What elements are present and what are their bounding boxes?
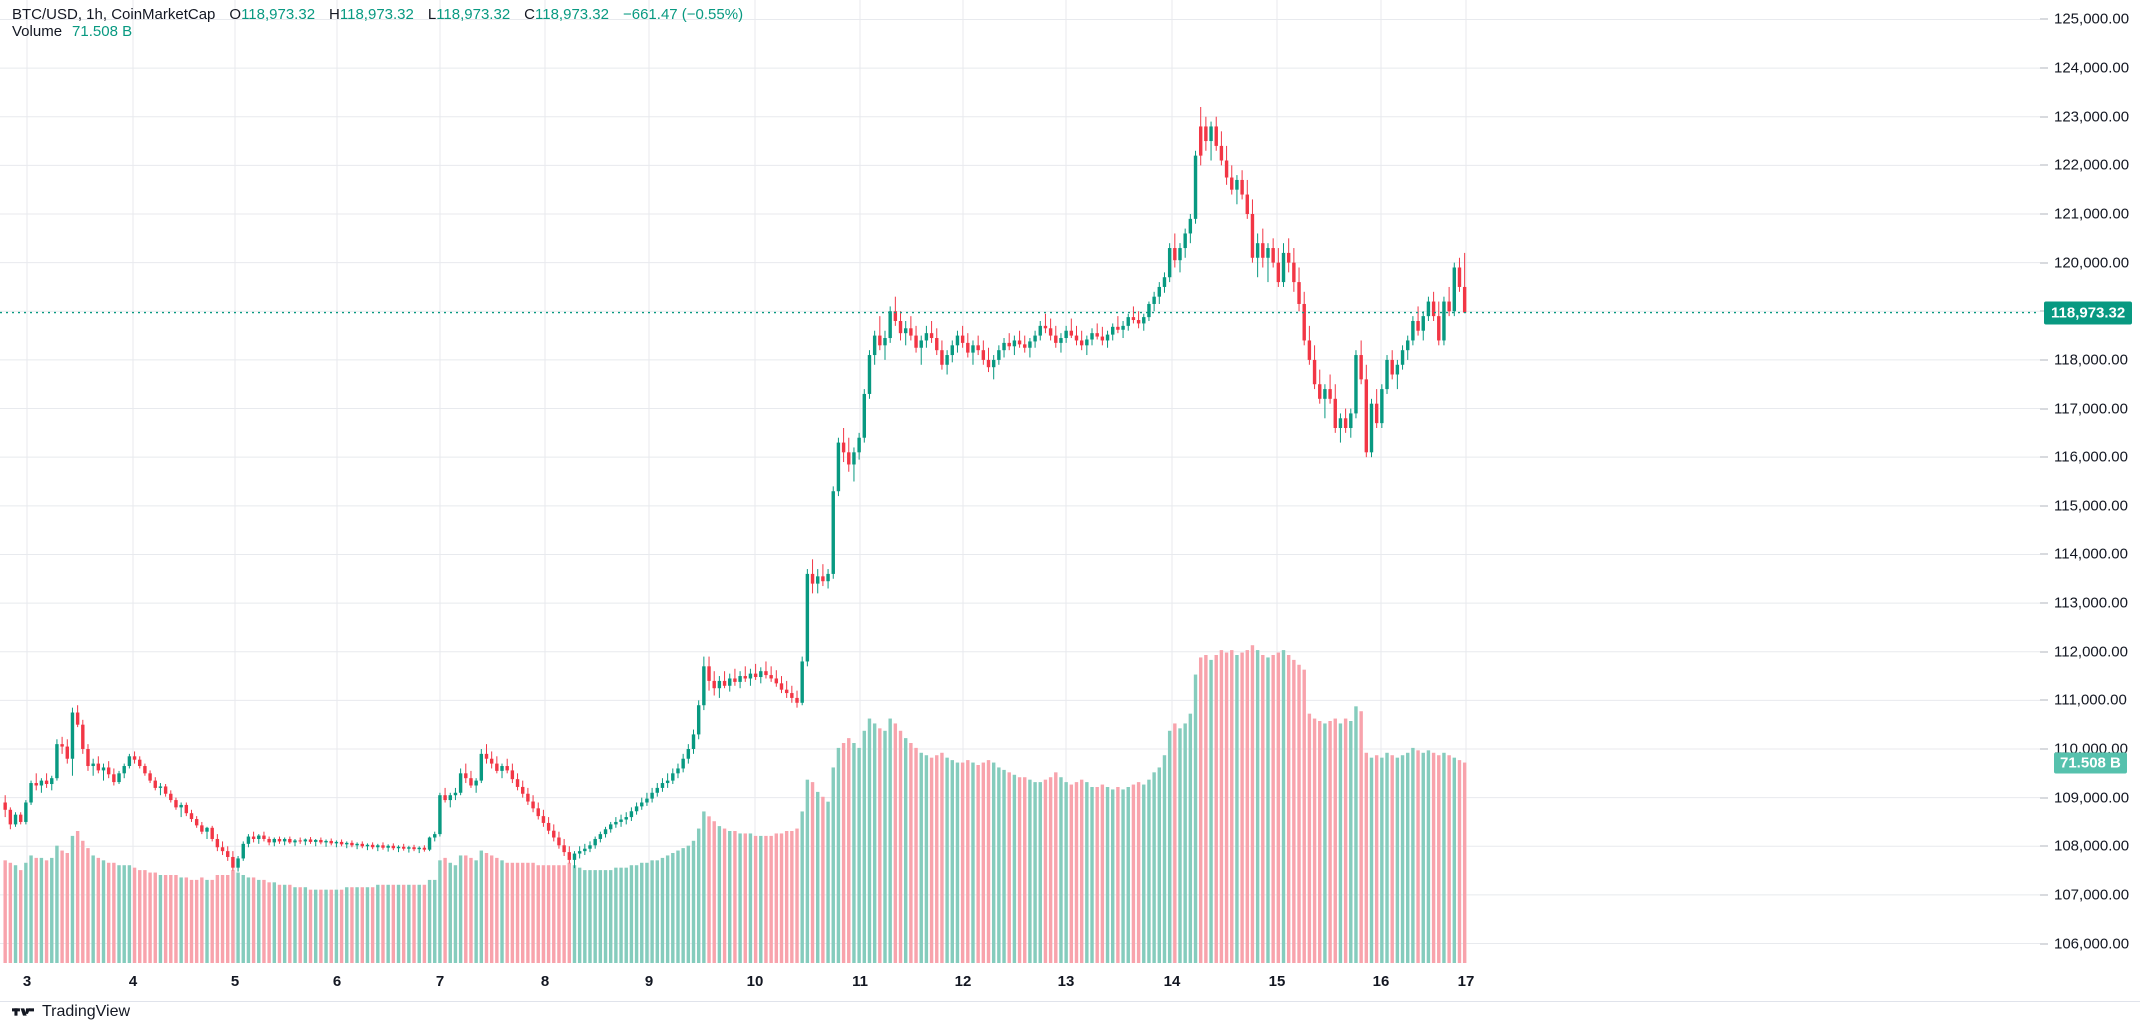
price-tick-dash [2040,262,2048,264]
price-tick-label: 118,000.00 [2054,351,2128,369]
time-tick-label: 7 [435,973,445,990]
price-tick-dash [2040,456,2048,458]
price-axis[interactable]: 118,973.32 71.508 B 125,000.00 124,000.00… [2040,0,2140,964]
price-tick-label: 112,000.00 [2054,643,2128,661]
price-tick-dash [2040,651,2048,653]
price-tick-label: 120,000.00 [2054,254,2130,272]
chart-pane[interactable] [0,0,2041,964]
price-tick-dash [2040,748,2048,750]
price-and-volume-plot [0,0,2040,963]
axis-corner [2040,963,2140,1002]
time-tick-label: 17 [1457,973,1475,990]
price-tick-dash [2040,602,2048,604]
price-tick-dash [2040,408,2048,410]
vertical-gridlines [26,0,1467,963]
price-tick-dash [2040,67,2048,69]
time-axis[interactable]: 3 4 5 6 7 8 9 10 11 12 13 14 15 16 17 [0,963,2040,1002]
price-tick-dash [2040,116,2048,118]
time-tick-label: 15 [1268,973,1286,990]
current-price-badge: 118,973.32 [2044,301,2133,325]
price-tick-label: 122,000.00 [2054,156,2130,174]
current-volume-badge: 71.508 B [2054,752,2127,774]
time-tick-label: 13 [1057,973,1075,990]
price-tick-label: 108,000.00 [2054,837,2130,855]
time-tick-label: 3 [22,973,32,990]
price-tick-dash [2040,845,2048,847]
price-tick-label: 106,000.00 [2054,935,2130,953]
time-tick-label: 14 [1163,973,1181,990]
time-tick-label: 12 [954,973,972,990]
time-tick-label: 9 [644,973,654,990]
time-tick-label: 6 [332,973,342,990]
price-tick-label: 123,000.00 [2054,108,2130,126]
time-tick-label: 5 [230,973,240,990]
price-tick-label: 107,000.00 [2054,886,2130,904]
price-tick-label: 124,000.00 [2054,59,2130,77]
price-tick-label: 113,000.00 [2054,594,2128,612]
price-tick-label: 114,000.00 [2054,545,2128,563]
price-tick-label: 121,000.00 [2054,205,2130,223]
time-tick-label: 4 [128,973,138,990]
price-tick-dash [2040,359,2048,361]
price-tick-label: 125,000.00 [2054,10,2130,28]
price-tick-label: 111,000.00 [2054,691,2127,709]
price-tick-dash [2040,18,2048,20]
time-tick-label: 16 [1372,973,1390,990]
tradingview-logo-icon [12,1008,34,1016]
price-tick-dash [2040,943,2048,945]
price-tick-label: 116,000.00 [2054,448,2128,466]
price-tick-label: 117,000.00 [2054,400,2128,418]
price-tick-dash [2040,894,2048,896]
price-tick-label: 115,000.00 [2054,497,2128,515]
time-tick-label: 10 [746,973,764,990]
footer-brand: TradingView [12,1001,130,1023]
time-tick-label: 8 [540,973,550,990]
volume-bars [3,645,1467,963]
price-tick-dash [2040,699,2048,701]
candlesticks [3,107,1467,872]
brand-name: TradingView [42,1003,131,1020]
price-tick-label: 109,000.00 [2054,789,2130,807]
price-tick-dash [2040,553,2048,555]
price-tick-dash [2040,213,2048,215]
price-tick-dash [2040,164,2048,166]
price-tick-dash [2040,797,2048,799]
time-tick-label: 11 [852,973,868,990]
price-tick-dash [2040,505,2048,507]
